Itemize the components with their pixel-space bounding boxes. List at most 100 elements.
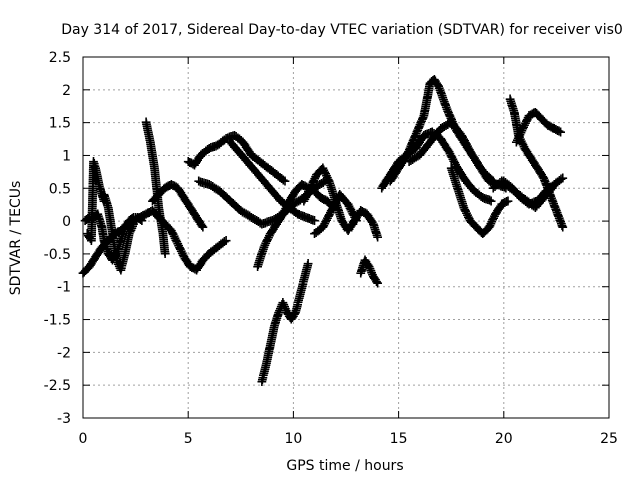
data-point: + (407, 135, 419, 151)
data-point: + (463, 177, 475, 193)
data-point: + (88, 156, 100, 172)
data-point: + (235, 133, 247, 149)
data-point: + (514, 132, 526, 148)
data-point: + (259, 237, 271, 253)
data-point: + (191, 262, 203, 278)
data-point: + (281, 305, 293, 321)
data-point: + (333, 203, 345, 219)
data-point: + (421, 91, 433, 107)
data-point: + (146, 142, 158, 158)
data-point: + (244, 157, 256, 173)
data-point: + (392, 156, 404, 172)
data-point: + (101, 242, 113, 258)
data-point: + (88, 156, 100, 172)
data-point: + (103, 248, 115, 264)
data-point: + (249, 150, 261, 166)
data-point: + (126, 211, 138, 227)
data-point: + (367, 269, 379, 285)
data-point: + (495, 198, 507, 214)
data-point: + (403, 154, 415, 170)
data-point: + (311, 186, 323, 202)
data-point: + (269, 166, 281, 182)
data-point: + (208, 242, 220, 258)
data-point: + (185, 202, 197, 218)
data-point: + (107, 230, 119, 246)
data-point: + (408, 142, 420, 158)
data-point: + (300, 190, 312, 206)
data-point: + (230, 141, 242, 157)
data-point: + (482, 221, 494, 237)
data-point: + (557, 220, 569, 236)
data-point: + (213, 238, 225, 254)
data-point: + (200, 250, 212, 266)
data-point: + (474, 159, 486, 175)
data-point: + (316, 176, 328, 192)
data-point: + (541, 117, 553, 133)
data-point: + (191, 154, 203, 170)
data-point: + (510, 112, 522, 128)
data-point: + (190, 208, 202, 224)
data-point: + (302, 186, 314, 202)
data-point: + (557, 170, 569, 186)
data-point: + (152, 188, 164, 204)
data-point: + (455, 192, 467, 208)
data-point: + (260, 236, 272, 252)
data-point: + (362, 208, 374, 224)
x-tick-label: 0 (79, 431, 88, 447)
data-point: + (461, 206, 473, 222)
data-point: + (458, 134, 470, 150)
data-point: + (219, 234, 231, 250)
data-point: + (477, 190, 489, 206)
data-point: + (363, 210, 375, 226)
data-point: + (410, 128, 422, 144)
data-point: + (325, 178, 337, 194)
data-point: + (439, 138, 451, 154)
data-point: + (508, 183, 520, 199)
data-point: + (136, 213, 148, 229)
data-point: + (261, 177, 273, 193)
data-point: + (110, 248, 122, 264)
data-point: + (508, 182, 520, 198)
data-point: + (160, 218, 172, 234)
data-point: + (264, 340, 276, 356)
data-point: + (144, 130, 156, 146)
data-point: + (329, 191, 341, 207)
data-point: + (524, 149, 536, 165)
series-s3: ++++++++++++++++++++++++++++++++++++++++… (81, 154, 110, 249)
data-point: + (482, 172, 494, 188)
data-point: + (266, 213, 278, 229)
data-point: + (118, 220, 130, 236)
data-point: + (194, 149, 206, 165)
data-point: + (197, 220, 209, 236)
data-point: + (505, 94, 517, 110)
data-point: + (81, 226, 93, 242)
data-point: + (529, 200, 541, 216)
data-point: + (96, 220, 108, 236)
data-point: + (251, 166, 263, 182)
data-point: + (110, 244, 122, 260)
data-point: + (390, 159, 402, 175)
data-point: + (301, 260, 313, 276)
data-point: + (452, 161, 464, 177)
data-point: + (119, 219, 131, 235)
data-point: + (320, 214, 332, 230)
data-point: + (523, 195, 535, 211)
data-point: + (539, 188, 551, 204)
data-point: + (335, 209, 347, 225)
data-point: + (261, 215, 273, 231)
data-point: + (326, 201, 338, 217)
data-point: + (123, 230, 135, 246)
data-point: + (277, 172, 289, 188)
data-point: + (381, 172, 393, 188)
data-point: + (446, 150, 458, 166)
data-point: + (436, 88, 448, 104)
data-point: + (418, 108, 430, 124)
x-tick-labels: 0 5 10 15 20 25 (79, 431, 618, 447)
data-point: + (444, 116, 456, 132)
data-point: + (413, 119, 425, 135)
data-point: + (257, 241, 269, 257)
data-point: + (107, 228, 119, 244)
data-point: + (537, 169, 549, 185)
data-point: + (387, 169, 399, 185)
data-point: + (116, 260, 128, 276)
